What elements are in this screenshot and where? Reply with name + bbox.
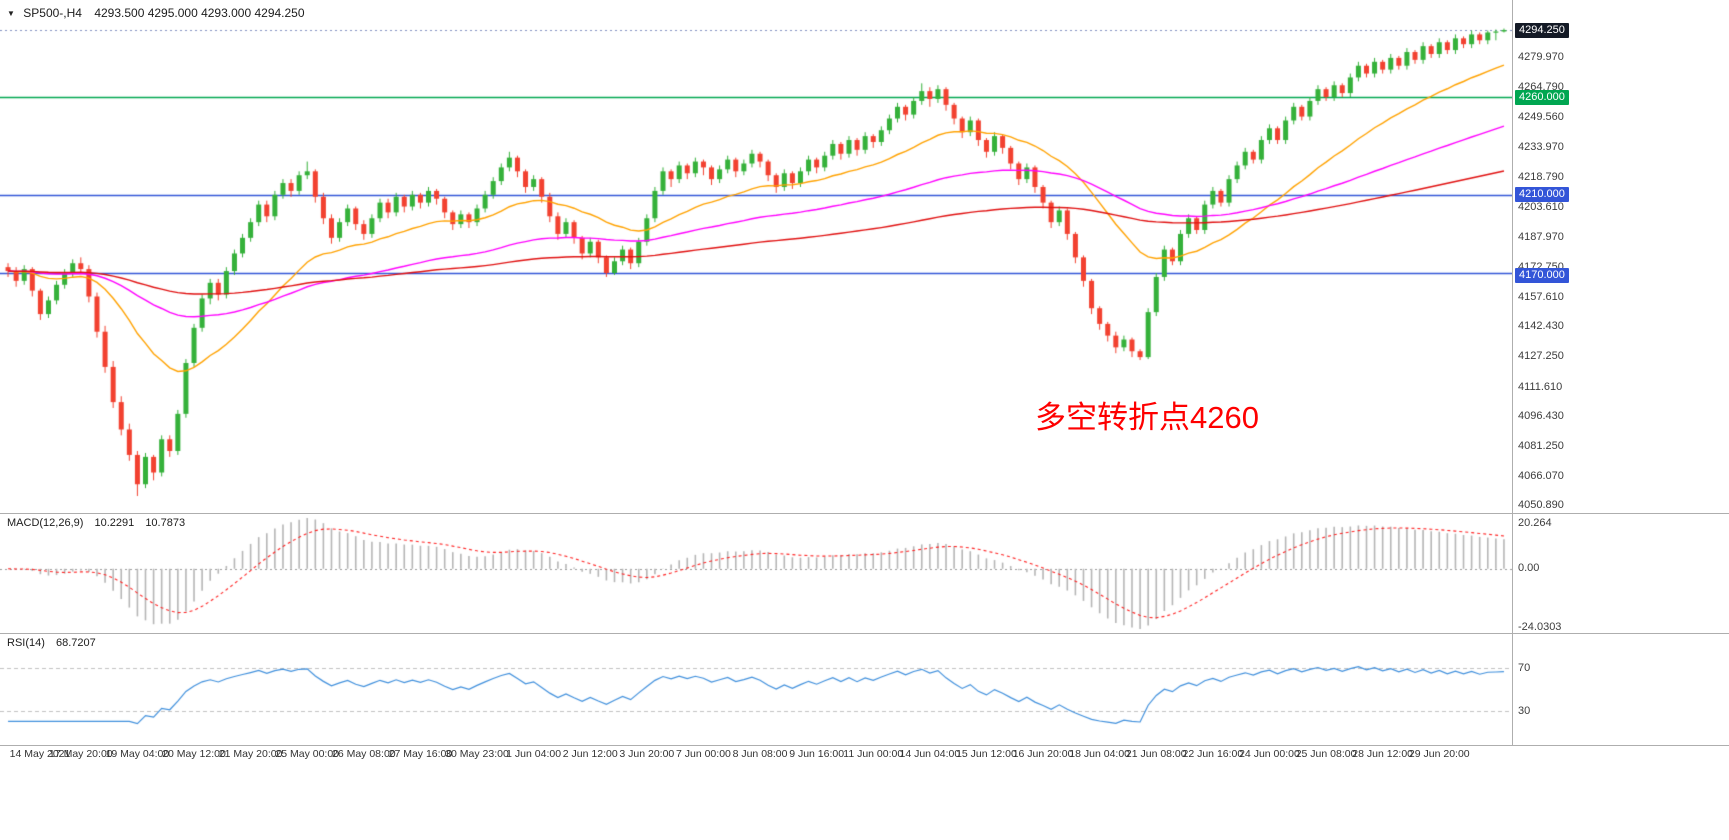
price-tick-label: 4111.610: [1518, 380, 1563, 393]
price-tag-4170.000: 4170.000: [1515, 267, 1569, 283]
panel-divider-macd-rsi[interactable]: [0, 633, 1729, 634]
symbol-timeframe-label: SP500-,H4: [23, 6, 82, 20]
date-label: 15 Jun 12:00: [956, 748, 1017, 760]
price-tick-label: 4127.250: [1518, 350, 1564, 363]
date-label: 21 May 20:00: [218, 748, 283, 760]
price-tick-label: 4233.970: [1518, 141, 1564, 154]
date-label: 17 May 20:00: [48, 748, 113, 760]
date-label: 25 Jun 08:00: [1295, 748, 1357, 760]
date-label: 20 May 12:00: [162, 748, 226, 760]
date-label: 27 May 16:00: [388, 748, 453, 760]
time-axis[interactable]: 14 May 2021 17 May 20:00 19 May 04:00 20 Ma…: [0, 748, 1512, 766]
annotation-text: 多空转折点4260: [1035, 400, 1259, 435]
macd-axis-zero-label: 0.00: [1518, 562, 1540, 574]
rsi-panel-canvas[interactable]: [0, 634, 1512, 745]
date-label: 14 Jun 04:00: [899, 748, 961, 760]
price-tick-label: 4081.250: [1518, 440, 1564, 453]
date-label: 8 Jun 08:00: [732, 748, 788, 760]
macd-name: MACD(12,26,9): [7, 517, 84, 529]
panel-divider-bottom: [0, 745, 1729, 746]
macd-axis-min-label: -24.0303: [1518, 621, 1562, 633]
price-tick-label: 4066.070: [1518, 469, 1564, 482]
date-label: 22 Jun 16:00: [1182, 748, 1244, 760]
price-chart-canvas[interactable]: [0, 0, 1512, 513]
macd-indicator-label: MACD(12,26,9) 10.2291 10.7873: [7, 517, 193, 529]
date-label: 9 Jun 16:00: [789, 748, 845, 760]
rsi-level-70-label: 70: [1518, 662, 1531, 674]
price-tick-label: 4096.430: [1518, 410, 1564, 423]
price-tag-4260.000: 4260.000: [1515, 89, 1569, 105]
date-label: 11 Jun 00:00: [843, 748, 904, 760]
macd-value-signal: 10.7873: [145, 517, 186, 529]
macd-panel-canvas[interactable]: [0, 514, 1512, 633]
macd-axis-max-label: 20.264: [1518, 517, 1552, 529]
date-label: 7 Jun 00:00: [675, 748, 731, 760]
date-label: 16 Jun 20:00: [1012, 748, 1074, 760]
price-tick-label: 4279.970: [1518, 51, 1564, 64]
price-tick-label: 4249.560: [1518, 110, 1564, 123]
rsi-level-30-label: 30: [1518, 705, 1531, 717]
price-tick-label: 4203.610: [1518, 200, 1564, 213]
price-axis-divider: [1512, 0, 1513, 746]
date-label: 25 May 00:00: [275, 748, 340, 760]
rsi-name: RSI(14): [7, 637, 45, 649]
rsi-indicator-label: RSI(14) 68.7207: [7, 637, 104, 649]
collapse-icon[interactable]: ▼: [7, 9, 15, 18]
date-label: 18 Jun 04:00: [1069, 748, 1130, 760]
macd-value-main: 10.2291: [94, 517, 135, 529]
price-tick-label: 4157.610: [1518, 290, 1564, 303]
ohlc-readout: 4293.500 4295.000 4293.000 4294.250: [94, 6, 305, 20]
date-label: 21 Jun 08:00: [1125, 748, 1187, 760]
date-label: 2 Jun 12:00: [562, 748, 618, 760]
price-tick-label: 4218.790: [1518, 171, 1564, 184]
date-label: 3 Jun 20:00: [619, 748, 675, 760]
date-label: 30 May 23:00: [445, 748, 509, 760]
price-axis[interactable]: 4279.970 4264.790 4249.560 4233.970 4218.790…: [1513, 0, 1729, 746]
rsi-value: 68.7207: [55, 637, 96, 649]
price-tag-4294.250: 4294.250: [1515, 22, 1569, 38]
price-tick-label: 4142.430: [1518, 320, 1564, 333]
date-label: 14 May 2021: [9, 748, 71, 760]
chart-title: ▼ SP500-,H4 4293.500 4295.000 4293.000 4…: [7, 6, 305, 20]
date-label: 19 May 04:00: [105, 748, 170, 760]
date-label: 24 Jun 00:00: [1239, 748, 1300, 760]
date-label: 29 Jun 20:00: [1408, 748, 1470, 760]
date-label: 28 Jun 12:00: [1352, 748, 1414, 760]
panel-divider-main-macd[interactable]: [0, 513, 1729, 514]
date-label: 1 Jun 04:00: [506, 748, 562, 760]
price-tick-label: 4050.890: [1518, 499, 1564, 512]
price-tick-label: 4187.970: [1518, 231, 1564, 244]
price-tag-4210.000: 4210.000: [1515, 187, 1569, 203]
date-label: 26 May 08:00: [331, 748, 396, 760]
